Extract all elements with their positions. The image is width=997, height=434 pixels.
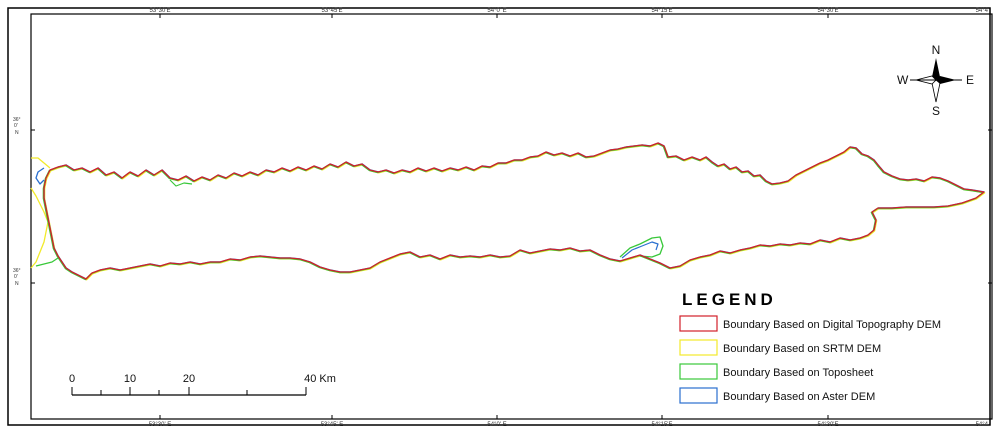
legend-item-label: Boundary Based on Toposheet (723, 367, 873, 379)
top-graticule-labels: 53°30'E 53°45'E 54°0' E 54°15'E 54°30'E … (150, 8, 989, 14)
left-tick-min: 0' (14, 274, 18, 280)
compass-east-label: E (966, 73, 974, 87)
compass-south-label: S (932, 104, 940, 118)
left-graticule: 36° 0' N 36° 0' N (13, 117, 35, 287)
legend-item-label: Boundary Based on Aster DEM (723, 391, 875, 403)
bottom-tick-label: 54°30'E (818, 422, 839, 428)
legend-swatch-aster-dem (679, 387, 718, 404)
legend-item-label: Boundary Based on SRTM DEM (723, 343, 881, 355)
legend: LEGEND Boundary Based on Digital Topogra… (679, 290, 941, 404)
scale-label: 20 (183, 373, 195, 385)
top-tick-label: 54°30'E (818, 8, 839, 14)
top-tick-label: 54°0' E (487, 8, 506, 14)
boundary-aster-dem-west (35, 167, 45, 185)
bottom-tick-label: 53°45' E (321, 422, 344, 428)
top-tick-label: 53°30'E (150, 8, 171, 14)
legend-title: LEGEND (682, 290, 777, 309)
bottom-tick-label: 53°30' E (149, 422, 172, 428)
bottom-graticule-labels: 53°30' E 53°45' E 54°0' E 54°15'E 54°30'… (149, 422, 989, 428)
scale-label: 0 (69, 373, 75, 385)
scale-label: 40 Km (304, 373, 336, 385)
scale-label: 10 (124, 373, 136, 385)
boundary-toposheet-south-notch (619, 236, 664, 258)
north-arrow-compass-icon: N S E W (897, 43, 974, 118)
boundary-toposheet-west-spur (35, 257, 59, 267)
right-graticule-ticks (988, 129, 992, 284)
left-tick-dir: N (15, 281, 19, 287)
legend-item-label: Boundary Based on Digital Topography DEM (723, 319, 941, 331)
top-tick-label: 53°45'E (322, 8, 343, 14)
scale-bar: 0 10 20 40 Km (69, 373, 336, 396)
boundary-digital-dem (43, 142, 985, 280)
top-tick-label: 54°4 (976, 8, 989, 14)
top-graticule-ticks (159, 14, 829, 18)
bottom-graticule-ticks (159, 415, 829, 419)
legend-swatch-digital-dem (679, 315, 718, 332)
map-outer-frame (7, 7, 991, 426)
bottom-tick-label: 54°0' E (487, 422, 506, 428)
left-tick-min: 0' (14, 123, 18, 129)
bottom-tick-label: 54°4 (976, 422, 989, 428)
bottom-tick-label: 54°15'E (652, 422, 673, 428)
boundary-aster-dem-notch (621, 241, 659, 259)
left-tick-dir: N (15, 130, 19, 136)
legend-swatch-srtm-dem (679, 339, 718, 356)
legend-swatch-toposheet (679, 363, 718, 380)
boundary-srtm-dem-west-extension (30, 157, 51, 269)
compass-west-label: W (897, 73, 909, 87)
top-tick-label: 54°15'E (652, 8, 673, 14)
compass-north-label: N (932, 43, 941, 57)
map-neatline (30, 13, 993, 420)
watershed-boundaries (30, 142, 986, 281)
boundary-toposheet-detail (169, 179, 193, 187)
left-tick-deg: 36° (13, 117, 21, 123)
left-tick-deg: 36° (13, 268, 21, 274)
